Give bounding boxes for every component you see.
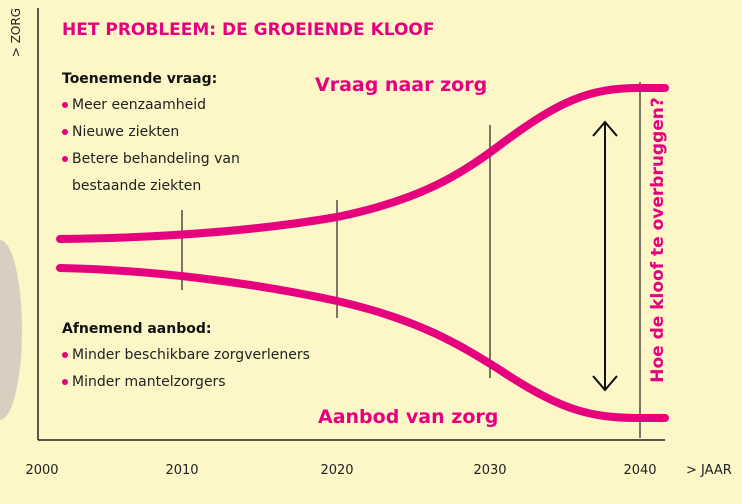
demand-curve xyxy=(56,84,669,243)
x-tick-label: 2010 xyxy=(165,463,198,478)
title: HET PROBLEEM: DE GROEIENDE KLOOF xyxy=(62,20,434,40)
photo-fragment xyxy=(0,240,22,420)
supply-heading: Afnemend aanbod: xyxy=(62,321,212,337)
list-item: Meer eenzaamheid xyxy=(62,92,292,119)
gap-arrow xyxy=(592,120,618,392)
list-item: Minder beschikbare zorgverleners xyxy=(62,342,362,369)
x-tick-label: 2000 xyxy=(25,463,58,478)
list-item: Betere behandeling van bestaande ziekten xyxy=(62,146,292,200)
gap-question: Hoe de kloof te overbruggen? xyxy=(648,97,668,383)
x-axis-label: > JAAR xyxy=(686,463,732,478)
x-tick-label: 2030 xyxy=(473,463,506,478)
demand-label: Vraag naar zorg xyxy=(315,74,487,96)
supply-curve xyxy=(56,264,669,422)
supply-items: Minder beschikbare zorgverleners Minder m… xyxy=(62,342,362,396)
list-item: Minder mantelzorgers xyxy=(62,369,362,396)
demand-items: Meer eenzaamheid Nieuwe ziekten Betere beh… xyxy=(62,92,292,200)
x-ticks: 2000 2010 2020 2030 2040 xyxy=(25,463,656,478)
x-tick-label: 2040 xyxy=(623,463,656,478)
demand-list: Toenemende vraag: Meer eenzaamheid Nieuwe… xyxy=(62,66,292,200)
supply-label: Aanbod van zorg xyxy=(318,406,498,428)
y-axis-label: > ZORG xyxy=(9,8,23,57)
list-item: Nieuwe ziekten xyxy=(62,119,292,146)
demand-heading: Toenemende vraag: xyxy=(62,71,218,87)
supply-list: Afnemend aanbod: Minder beschikbare zorg… xyxy=(62,316,362,396)
x-tick-label: 2020 xyxy=(320,463,353,478)
